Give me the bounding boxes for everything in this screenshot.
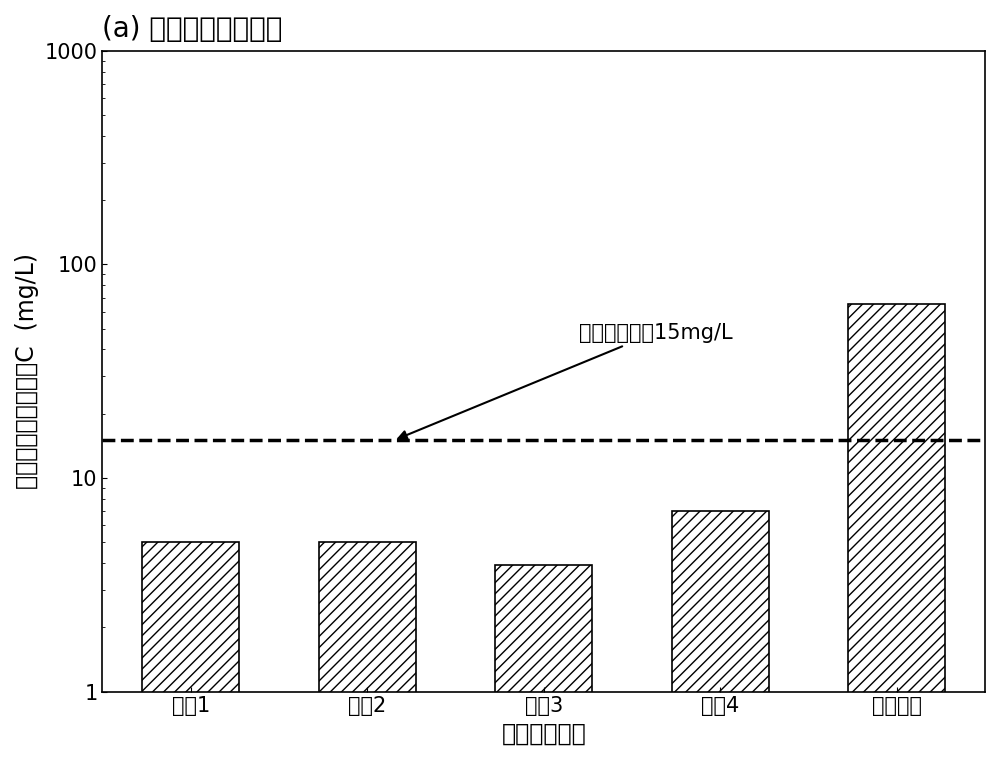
X-axis label: 试验样品编号: 试验样品编号 — [501, 722, 586, 746]
Bar — [142, 543, 239, 761]
Text: 总铬浓度限值15mg/L: 总铬浓度限值15mg/L — [398, 323, 733, 439]
Bar — [672, 511, 769, 761]
Bar — [319, 543, 416, 761]
Text: (a) 浸出液总铬浓度值: (a) 浸出液总铬浓度值 — [102, 15, 283, 43]
Bar — [848, 304, 945, 761]
Bar — [495, 565, 592, 761]
Y-axis label: 浸出液总铬浓度值，C  (mg/L): 浸出液总铬浓度值，C (mg/L) — [15, 253, 39, 489]
